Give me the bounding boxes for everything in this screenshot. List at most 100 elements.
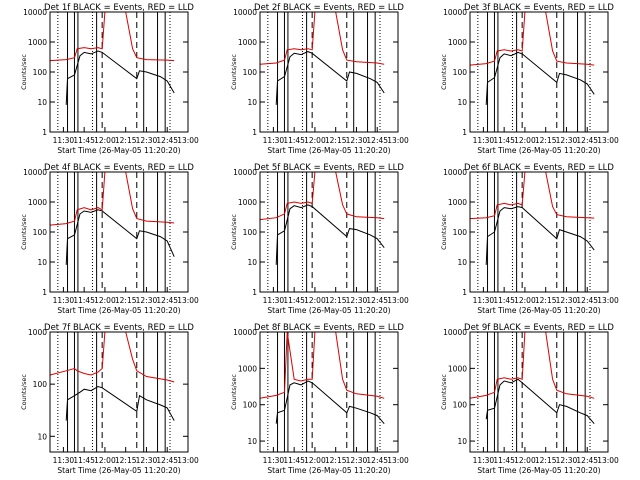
y-tick-label: 10000: [23, 168, 47, 177]
black-events-line: [485, 51, 595, 105]
x-axis-label: Start Time (26-May-05 11:20:20): [267, 306, 390, 315]
plot-frame: [49, 11, 189, 133]
y-tick-label: 10000: [443, 8, 467, 17]
y-tick-label: 100: [243, 68, 258, 77]
x-tick-label: 13:00: [387, 136, 409, 145]
y-tick-label: 100: [453, 401, 468, 410]
x-tick-label: 12:45: [576, 136, 598, 145]
y-tick-label: 10000: [233, 168, 257, 177]
y-axis-label: Counts/sec: [230, 374, 238, 410]
chart-panel: 1 10 100 1000 10000 11:30 11:45 12:00 12:15 12:30…: [20, 163, 199, 315]
x-tick-label: 12:45: [576, 456, 598, 465]
x-tick-label: 12:45: [576, 296, 598, 305]
chart-title: Det 2f BLACK = Events, RED = LLD: [254, 3, 404, 13]
plot-frame: [49, 331, 189, 453]
y-tick-label: 100: [453, 68, 468, 77]
plot-frame: [259, 11, 399, 133]
x-tick-label: 11:30: [53, 296, 75, 305]
black-events-line: [275, 204, 385, 265]
x-tick-label: 11:45: [493, 456, 515, 465]
y-tick-label: 10: [247, 437, 257, 446]
x-tick-label: 12:15: [325, 296, 347, 305]
y-axis-label: Counts/sec: [440, 374, 448, 410]
black-events-line: [485, 378, 595, 425]
x-tick-label: 11:45: [493, 296, 515, 305]
x-axis-label: Start Time (26-May-05 11:20:20): [57, 466, 180, 475]
chart-panel: 1 10 100 1000 10000 11:30 11:45 12:00 12:15 12:30…: [20, 3, 199, 155]
y-axis-label: Counts/sec: [230, 54, 238, 90]
x-tick-label: 11:30: [473, 456, 495, 465]
chart-title: Det 3f BLACK = Events, RED = LLD: [464, 3, 614, 13]
y-tick-label: 1000: [448, 364, 467, 373]
x-tick-label: 12:30: [556, 296, 578, 305]
x-tick-label: 12:30: [346, 136, 368, 145]
black-events-line: [275, 380, 385, 425]
y-tick-label: 10000: [233, 8, 257, 17]
x-tick-label: 12:30: [136, 296, 158, 305]
chart-title: Det 1f BLACK = Events, RED = LLD: [44, 3, 194, 13]
x-tick-label: 12:00: [304, 136, 326, 145]
y-tick-label: 100: [33, 68, 48, 77]
x-tick-label: 12:30: [556, 136, 578, 145]
y-axis-label: Counts/sec: [440, 54, 448, 90]
y-tick-label: 100: [453, 228, 468, 237]
x-axis-label: Start Time (26-May-05 11:20:20): [267, 146, 390, 155]
x-tick-label: 11:45: [493, 136, 515, 145]
red-lld-line: [49, 331, 175, 383]
y-axis-label: Counts/sec: [20, 54, 28, 90]
y-tick-label: 10: [247, 98, 257, 107]
x-tick-label: 12:00: [514, 456, 536, 465]
x-tick-label: 11:45: [73, 456, 95, 465]
x-tick-label: 12:45: [156, 296, 178, 305]
red-lld-line: [49, 171, 175, 226]
x-tick-label: 12:45: [366, 136, 388, 145]
red-lld-line: [469, 11, 595, 66]
x-tick-label: 13:00: [177, 456, 199, 465]
chart-panel: 10 100 1000 11:30 11:45 12:00 12:15 12:30 12:45 1…: [20, 323, 199, 475]
x-tick-label: 11:30: [263, 456, 285, 465]
y-tick-label: 10000: [443, 168, 467, 177]
red-lld-line: [259, 11, 385, 65]
x-tick-label: 12:45: [366, 456, 388, 465]
y-tick-label: 10: [457, 258, 467, 267]
x-tick-label: 12:30: [346, 296, 368, 305]
x-tick-label: 11:30: [473, 296, 495, 305]
chart-panel: 1 10 100 1000 10000 11:30 11:45 12:00 12:15 12:30…: [440, 3, 619, 155]
y-tick-label: 10: [37, 258, 47, 267]
x-tick-label: 12:00: [304, 296, 326, 305]
y-tick-label: 1: [252, 288, 257, 297]
x-tick-label: 12:00: [514, 296, 536, 305]
y-tick-label: 10: [37, 98, 47, 107]
x-axis-label: Start Time (26-May-05 11:20:20): [477, 306, 600, 315]
x-tick-label: 12:00: [94, 456, 116, 465]
x-tick-label: 13:00: [597, 456, 619, 465]
chart-title: Det 9f BLACK = Events, RED = LLD: [464, 323, 614, 333]
chart-title: Det 4f BLACK = Events, RED = LLD: [44, 163, 194, 173]
x-tick-label: 12:45: [366, 296, 388, 305]
x-axis-label: Start Time (26-May-05 11:20:20): [57, 146, 180, 155]
x-tick-label: 11:45: [283, 136, 305, 145]
x-tick-label: 11:30: [53, 136, 75, 145]
x-tick-label: 12:15: [325, 136, 347, 145]
x-tick-label: 11:30: [263, 296, 285, 305]
x-tick-label: 11:30: [473, 136, 495, 145]
y-axis-label: Counts/sec: [440, 214, 448, 250]
y-tick-label: 10: [457, 98, 467, 107]
x-axis-label: Start Time (26-May-05 11:20:20): [477, 146, 600, 155]
x-axis-label: Start Time (26-May-05 11:20:20): [477, 466, 600, 475]
x-tick-label: 12:15: [115, 136, 137, 145]
x-tick-label: 11:45: [73, 136, 95, 145]
x-tick-label: 12:15: [535, 296, 557, 305]
x-tick-label: 11:45: [73, 296, 95, 305]
chart-panel: 1 10 100 1000 10000 11:30 11:45 12:00 12:15 12:30…: [440, 163, 619, 315]
black-events-line: [65, 385, 175, 421]
y-tick-label: 1000: [28, 328, 47, 337]
x-tick-label: 12:00: [94, 136, 116, 145]
x-tick-label: 12:30: [136, 136, 158, 145]
x-tick-label: 12:15: [535, 136, 557, 145]
y-tick-label: 100: [33, 380, 48, 389]
plot-frame: [469, 11, 609, 133]
x-tick-label: 12:00: [304, 456, 326, 465]
